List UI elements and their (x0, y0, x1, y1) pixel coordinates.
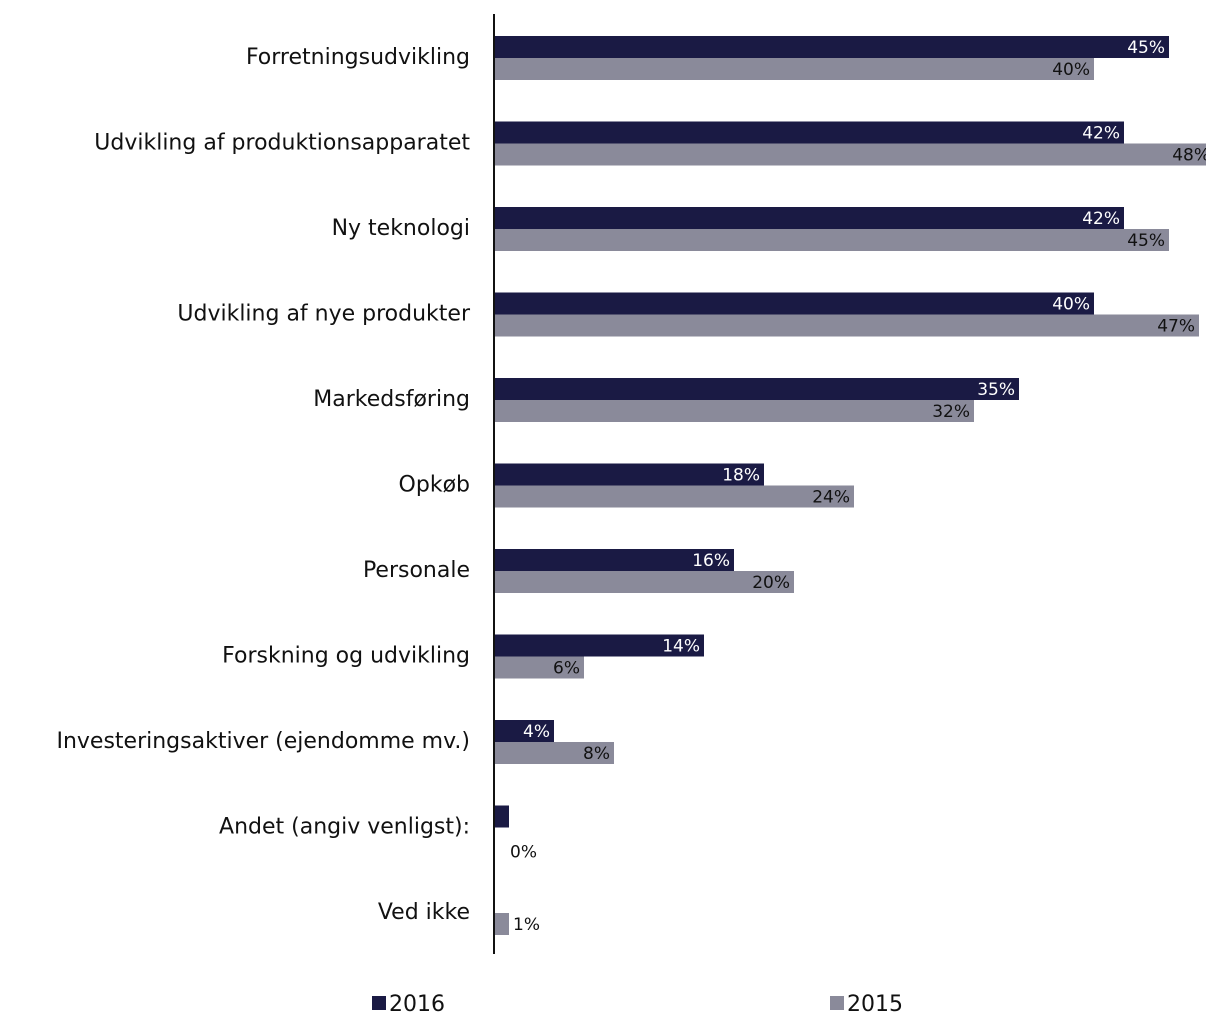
data-label-2015: 32% (932, 402, 970, 422)
bar-2016 (494, 634, 704, 657)
bar-2015 (494, 229, 1169, 251)
category-labels: Forretningsudvikling Udvikling af produkt… (56, 45, 470, 925)
data-label-2016: 45% (1127, 38, 1165, 58)
legend-label-2015: 2015 (847, 992, 903, 1014)
data-label-2015: 40% (1052, 60, 1090, 80)
bar-2016 (494, 720, 554, 742)
data-label-2015: 47% (1157, 317, 1195, 337)
data-label-2015: 6% (553, 659, 580, 679)
legend-swatch-2015 (830, 996, 844, 1010)
category-label: Forskning og udvikling (222, 644, 470, 669)
data-label-2015: 48% (1172, 146, 1206, 166)
bar-2016 (494, 805, 509, 828)
bar-2015 (494, 485, 854, 508)
category-label: Ved ikke (378, 900, 470, 925)
bar-2015 (494, 656, 584, 679)
category-label: Ny teknologi (332, 216, 470, 241)
bar-2015 (494, 571, 794, 593)
data-label-2016: 40% (1052, 295, 1090, 315)
category-label: Forretningsudvikling (246, 45, 470, 70)
data-label-2016: 42% (1082, 124, 1120, 144)
bar-2015 (494, 742, 614, 764)
data-label-2016: 4% (523, 722, 550, 742)
bar-2015 (494, 143, 1206, 166)
bar-2015 (494, 314, 1199, 337)
legend-label-2016: 2016 (389, 992, 445, 1014)
data-label-2016: 18% (722, 466, 760, 486)
data-label-2015: 20% (752, 573, 790, 593)
category-label: Andet (angiv venligst): (219, 815, 470, 840)
legend-swatch-2016 (372, 996, 386, 1010)
legend: 2016 2015 (372, 992, 903, 1014)
bar-2016 (494, 292, 1094, 315)
bar-2015 (494, 913, 509, 935)
bar-2016 (494, 36, 1169, 58)
data-label-2016: 42% (1082, 209, 1120, 229)
data-label-2016: 16% (692, 551, 730, 571)
category-label: Markedsføring (313, 387, 470, 412)
bar-2016 (494, 378, 1019, 400)
bar-2015 (494, 400, 974, 422)
data-label-2015: 45% (1127, 231, 1165, 251)
category-label: Udvikling af produktionsapparatet (94, 131, 470, 156)
data-label-2016: 35% (977, 380, 1015, 400)
data-label-2015: 8% (583, 744, 610, 764)
bars: 45% 40% 42% 48% 42% 45% 40% 47% 35% 32% 18% 24% 16% 2… (494, 36, 1206, 935)
data-label-2015: 24% (812, 488, 850, 508)
bar-2016 (494, 463, 764, 486)
data-label-2016: 14% (662, 637, 700, 657)
data-label-2015: 1% (513, 915, 540, 935)
category-label: Udvikling af nye produkter (177, 302, 471, 327)
category-label: Personale (363, 558, 470, 583)
bar-2015 (494, 58, 1094, 80)
bar-2016 (494, 549, 734, 571)
bar-2016 (494, 121, 1124, 144)
category-label: Investeringsaktiver (ejendomme mv.) (56, 729, 470, 754)
category-label: Opkøb (399, 473, 470, 498)
bar-2016 (494, 207, 1124, 229)
data-label-2015: 0% (510, 843, 537, 863)
